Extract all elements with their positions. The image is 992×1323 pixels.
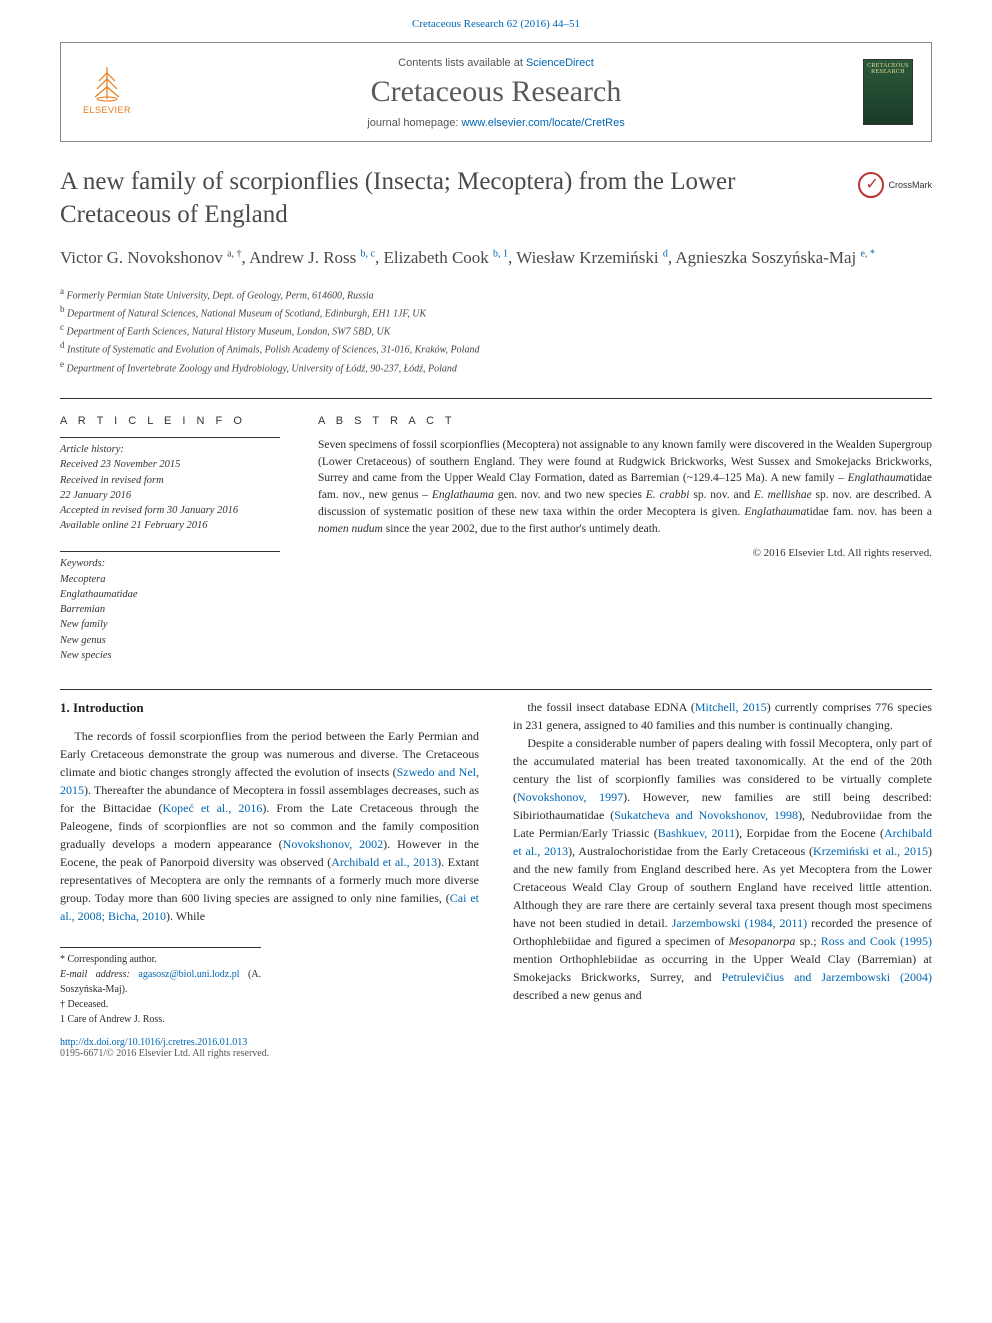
citation-link[interactable]: Bashkuev, 2011 bbox=[658, 826, 735, 840]
keyword: Englathaumatidae bbox=[60, 587, 280, 602]
page-footer: http://dx.doi.org/10.1016/j.cretres.2016… bbox=[0, 1027, 992, 1085]
abstract-label: A B S T R A C T bbox=[318, 415, 932, 427]
article-history: Article history: Received 23 November 20… bbox=[60, 437, 280, 533]
citation-link[interactable]: Krzemiński et al., 2015 bbox=[813, 844, 928, 858]
abstract-copyright: © 2016 Elsevier Ltd. All rights reserved… bbox=[318, 547, 932, 559]
journal-title: Cretaceous Research bbox=[79, 75, 913, 109]
authors-line: Victor G. Novokshonov a, †, Andrew J. Ro… bbox=[60, 245, 932, 271]
affiliation-line: d Institute of Systematic and Evolution … bbox=[60, 339, 932, 357]
contents-line: Contents lists available at ScienceDirec… bbox=[79, 57, 913, 69]
sciencedirect-link[interactable]: ScienceDirect bbox=[526, 57, 594, 69]
keywords-block: Keywords: MecopteraEnglathaumatidaeBarre… bbox=[60, 551, 280, 663]
footnote-care: 1 Care of Andrew J. Ross. bbox=[60, 1012, 261, 1027]
citation-link[interactable]: Ross and Cook (1995) bbox=[821, 934, 932, 948]
homepage-url[interactable]: www.elsevier.com/locate/CretRes bbox=[461, 117, 624, 129]
history-line: Received in revised form bbox=[60, 473, 280, 488]
body-column-left: 1. Introduction The records of fossil sc… bbox=[60, 698, 479, 1028]
journal-cover-thumb: CRETACEOUS RESEARCH bbox=[863, 59, 913, 125]
citation-link[interactable]: Sukatcheva and Novokshonov, 1998 bbox=[614, 808, 798, 822]
citation-link[interactable]: Archibald et al., 2013 bbox=[331, 855, 437, 869]
footnote-corresponding: * Corresponding author. bbox=[60, 952, 261, 967]
footnote-email: E-mail address: agasosz@biol.uni.lodz.pl… bbox=[60, 967, 261, 997]
elsevier-label: ELSEVIER bbox=[79, 105, 135, 115]
article-info-label: A R T I C L E I N F O bbox=[60, 415, 280, 427]
footnotes: * Corresponding author. E-mail address: … bbox=[60, 947, 261, 1027]
citation-link[interactable]: Cai et al., 2008; Bicha, 2010 bbox=[60, 891, 479, 923]
citation-link[interactable]: Novokshonov, 1997 bbox=[517, 790, 623, 804]
affiliation-line: e Department of Invertebrate Zoology and… bbox=[60, 358, 932, 376]
keyword: Mecoptera bbox=[60, 572, 280, 587]
affiliation-line: b Department of Natural Sciences, Nation… bbox=[60, 303, 932, 321]
journal-cover-label: CRETACEOUS RESEARCH bbox=[864, 60, 912, 75]
citation-link[interactable]: Archibald et al., 2013 bbox=[331, 855, 437, 869]
citation-link[interactable]: Kopeć et al., 2016 bbox=[163, 801, 263, 815]
divider bbox=[60, 689, 932, 690]
issn-copyright: 0195-6671/© 2016 Elsevier Ltd. All right… bbox=[60, 1048, 932, 1059]
citation-link[interactable]: Petrulevičius and Jarzembowski (2004) bbox=[721, 970, 932, 984]
keyword: New family bbox=[60, 617, 280, 632]
footnote-deceased: † Deceased. bbox=[60, 997, 261, 1012]
affiliation-line: a Formerly Permian State University, Dep… bbox=[60, 285, 932, 303]
citation-link[interactable]: Jarzembowski (1984, 2011) bbox=[672, 916, 807, 930]
history-line: 22 January 2016 bbox=[60, 488, 280, 503]
crossmark-icon bbox=[858, 172, 884, 198]
divider bbox=[60, 398, 932, 399]
journal-banner: ELSEVIER CRETACEOUS RESEARCH Contents li… bbox=[60, 42, 932, 142]
crossmark-badge[interactable]: CrossMark bbox=[858, 172, 932, 198]
history-line: Available online 21 February 2016 bbox=[60, 518, 280, 533]
affiliation-line: c Department of Earth Sciences, Natural … bbox=[60, 321, 932, 339]
section-heading: 1. Introduction bbox=[60, 698, 479, 718]
keyword: New genus bbox=[60, 633, 280, 648]
homepage-line: journal homepage: www.elsevier.com/locat… bbox=[79, 117, 913, 129]
doi-link[interactable]: http://dx.doi.org/10.1016/j.cretres.2016… bbox=[60, 1037, 247, 1048]
citation-link[interactable]: Mitchell, 2015 bbox=[695, 700, 767, 714]
body-column-right: the fossil insect database EDNA (Mitchel… bbox=[513, 698, 932, 1028]
crossmark-label: CrossMark bbox=[888, 180, 932, 190]
article-title: A new family of scorpionflies (Insecta; … bbox=[60, 166, 840, 231]
affiliations: a Formerly Permian State University, Dep… bbox=[60, 285, 932, 377]
elsevier-logo: ELSEVIER bbox=[79, 61, 135, 123]
page-header-citation: Cretaceous Research 62 (2016) 44–51 bbox=[0, 0, 992, 42]
history-line: Accepted in revised form 30 January 2016 bbox=[60, 503, 280, 518]
keyword: Barremian bbox=[60, 602, 280, 617]
keyword: New species bbox=[60, 648, 280, 663]
citation-link[interactable]: Novokshonov, 2002 bbox=[283, 837, 384, 851]
citation-link[interactable]: Szwedo and Nel, 2015 bbox=[60, 765, 479, 797]
email-link[interactable]: agasosz@biol.uni.lodz.pl bbox=[138, 969, 239, 980]
abstract-text: Seven specimens of fossil scorpionflies … bbox=[318, 437, 932, 537]
elsevier-tree-icon bbox=[87, 63, 127, 103]
history-line: Received 23 November 2015 bbox=[60, 457, 280, 472]
